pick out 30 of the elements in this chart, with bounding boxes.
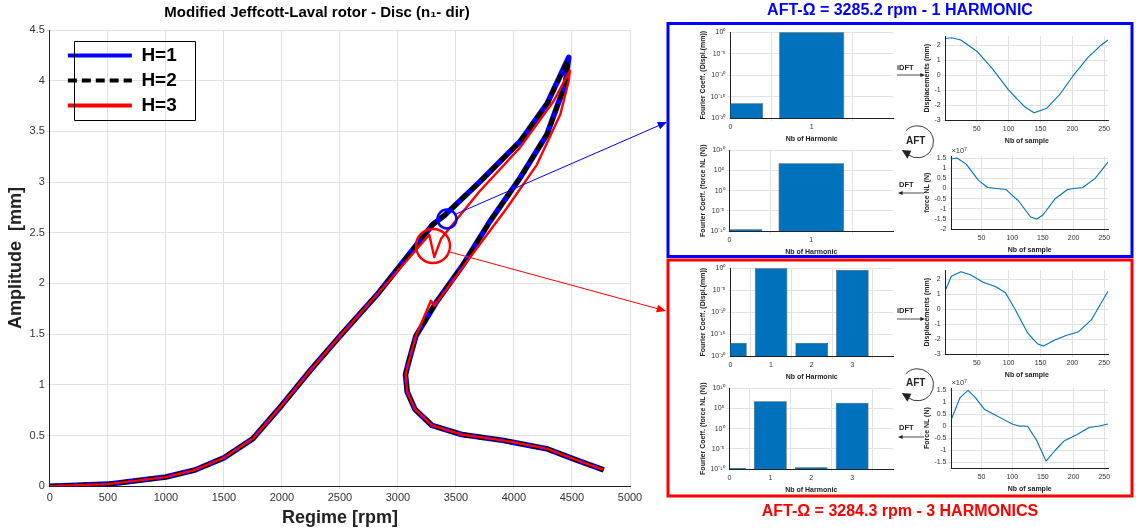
text: AFT xyxy=(906,377,926,388)
x-tick-label: 3000 xyxy=(385,490,411,503)
x-axis-title: Regime [rpm] xyxy=(281,507,398,528)
legend-label: H=1 xyxy=(141,43,178,65)
y-tick-label: 1.5 xyxy=(29,327,45,340)
y-tick-label: 2.5 xyxy=(29,225,45,238)
x-tick-label: 1500 xyxy=(211,490,237,503)
y-tick-label: 3 xyxy=(38,175,45,188)
text: AFT-Ω = 3284.3 rpm - 3 HARMONICS xyxy=(760,502,1040,520)
x-tick-label: 4000 xyxy=(501,490,527,503)
y-tick-label: 4 xyxy=(38,73,45,86)
legend-label: H=3 xyxy=(141,93,177,115)
text: AFT xyxy=(906,135,926,146)
x-tick-label: 3500 xyxy=(443,490,469,503)
y-tick-label: 1 xyxy=(38,377,45,390)
x-tick-label: 4500 xyxy=(559,490,585,503)
x-tick-label: 0 xyxy=(46,490,53,503)
legend-label: H=2 xyxy=(141,68,177,90)
chart-title: AFT-Ω = 3285.2 rpm - 1 HARMONIC xyxy=(766,1,1034,19)
y-tick-label: 3.5 xyxy=(29,124,45,137)
x-tick-label: 2000 xyxy=(269,490,295,503)
y-tick-label: 4.5 xyxy=(29,23,45,36)
y-tick-label: 0.5 xyxy=(29,428,45,441)
x-tick-label: 5000 xyxy=(617,490,643,503)
y-tick-label: 2 xyxy=(38,276,45,289)
x-tick-label: 2500 xyxy=(327,490,353,503)
x-tick-label: 500 xyxy=(98,490,118,503)
chart-title: Modified Jeffcott-Laval rotor - Disc (n₁- dir) xyxy=(164,3,470,21)
y-axis-title: Amplitude [mm] xyxy=(4,187,25,330)
x-tick-label: 1000 xyxy=(153,490,179,503)
